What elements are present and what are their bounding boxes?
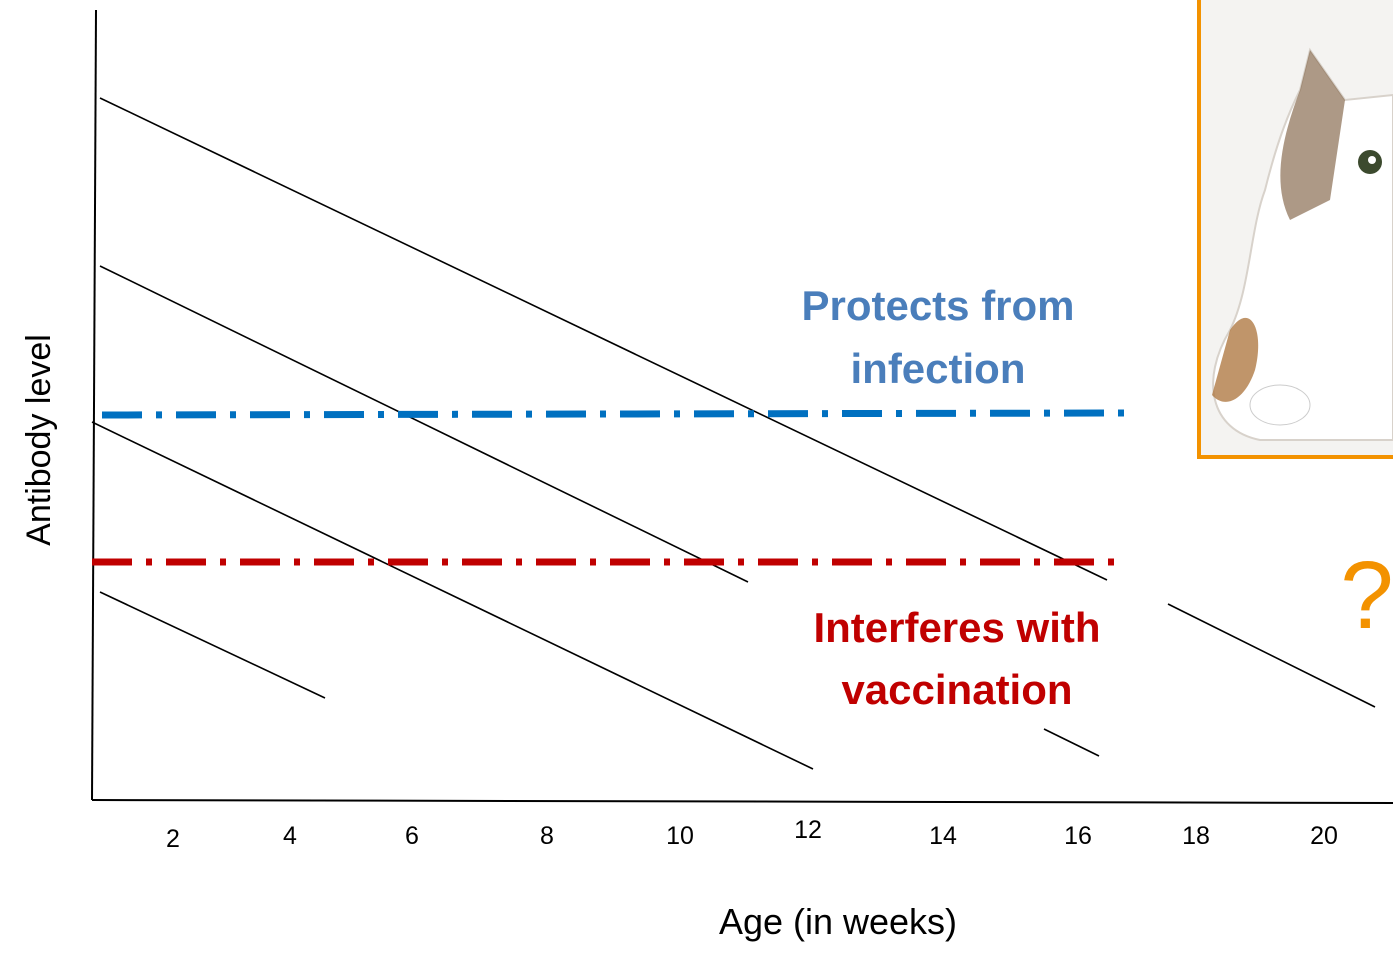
question-mark: ? xyxy=(1340,542,1393,649)
x-tick-label: 2 xyxy=(166,825,180,853)
y-axis-label: Antibody level xyxy=(20,334,58,546)
annotation-protects: infection xyxy=(851,345,1026,392)
curve xyxy=(1043,728,1100,757)
x-tick-labels: 2 4 6 8 10 12 14 16 18 20 xyxy=(166,816,1338,853)
y-axis xyxy=(91,9,97,801)
x-tick-label: 6 xyxy=(405,822,419,850)
x-tick-label: 8 xyxy=(540,822,554,850)
curve xyxy=(99,265,749,583)
protection-threshold xyxy=(101,409,1129,419)
x-axis-label: Age (in weeks) xyxy=(719,901,957,942)
x-tick-label: 10 xyxy=(666,822,694,850)
x-tick-label: 18 xyxy=(1182,822,1210,850)
curve xyxy=(91,421,814,770)
curve xyxy=(1167,603,1376,708)
x-tick-label: 20 xyxy=(1310,822,1338,850)
curve xyxy=(99,591,326,699)
x-tick-label: 16 xyxy=(1064,822,1092,850)
x-tick-label: 4 xyxy=(283,822,297,850)
x-tick-label: 14 xyxy=(929,822,957,850)
x-axis xyxy=(91,799,1393,804)
annotation-interferes: vaccination xyxy=(841,666,1072,713)
curve xyxy=(99,97,1108,581)
kitten-picture xyxy=(1197,0,1393,459)
annotation-protects: Protects from xyxy=(801,282,1074,329)
x-tick-label: 12 xyxy=(794,816,822,844)
annotation-interferes: Interferes with xyxy=(813,604,1100,651)
antibody-curves xyxy=(91,97,1376,770)
